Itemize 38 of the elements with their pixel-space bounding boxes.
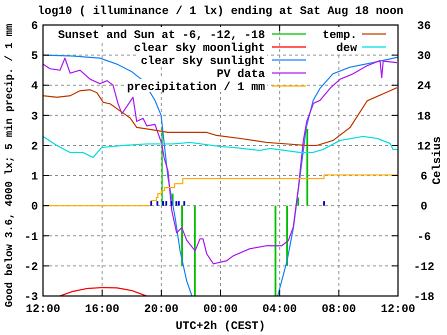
y-tick-label: 2 xyxy=(31,140,38,154)
x-axis-title: UTC+2h (CEST) xyxy=(176,320,266,333)
y2-tick-label: 30 xyxy=(417,50,431,64)
y-tick-label: -3 xyxy=(24,291,38,304)
legend-label: clear sky sunlight xyxy=(140,55,265,68)
y2-tick-label: 6 xyxy=(420,170,428,184)
y-tick-label: -2 xyxy=(24,260,38,274)
y2-tick-label: 36 xyxy=(417,20,431,33)
x-tick-label: 08:00 xyxy=(322,303,356,316)
y-tick-label: 6 xyxy=(31,20,38,33)
x-tick-label: 12:00 xyxy=(26,303,60,316)
x-tick-label: 00:00 xyxy=(203,303,238,316)
chart-title: log10 ( illuminance / 1 lx) ending at Sat Aug 18 noon xyxy=(38,5,404,18)
legend-label: Sunset and Sun at -6, -12, -18 xyxy=(58,29,266,42)
y-tick-label: 5 xyxy=(31,50,38,64)
x-tick-label: 20:00 xyxy=(144,303,179,316)
y2-axis-title: Celsius xyxy=(431,136,444,185)
y2-tick-label: 24 xyxy=(417,80,431,94)
x-tick-label: 04:00 xyxy=(262,303,298,316)
y2-tick-label: -18 xyxy=(414,291,434,304)
y2-tick-label: -6 xyxy=(417,230,431,244)
y-axis-title: Good below 3.6, 4000 lx; 5 min precip. / 1 mm xyxy=(4,24,16,308)
y-tick-label: 0 xyxy=(31,200,38,214)
y2-tick-label: 0 xyxy=(420,200,428,214)
x-tick-label: 12:00 xyxy=(380,303,416,316)
y2-tick-label: -12 xyxy=(414,260,434,274)
legend-label: precipitation / 1 mm xyxy=(126,81,266,94)
y2-tick-label: 12 xyxy=(417,140,431,154)
legend-label: temp. xyxy=(322,29,357,42)
y2-tick-label: 18 xyxy=(417,110,431,124)
y-tick-label: 1 xyxy=(31,170,38,184)
legend-label: clear sky moonlight xyxy=(134,42,265,55)
legend-label: PV data xyxy=(216,68,266,81)
legend-label: dew xyxy=(336,42,358,55)
y-tick-label: 3 xyxy=(31,110,38,124)
y-tick-label: 4 xyxy=(31,80,38,94)
x-tick-label: 16:00 xyxy=(84,303,120,316)
y-tick-label: -1 xyxy=(24,230,38,244)
